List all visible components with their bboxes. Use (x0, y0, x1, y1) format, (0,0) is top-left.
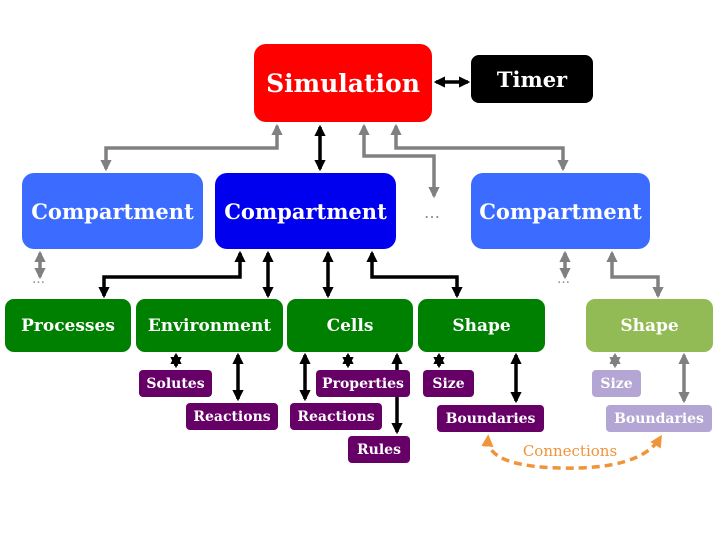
arrow-compartment-shape-right (606, 250, 664, 299)
connections-label: Connections (522, 442, 618, 460)
boundaries-node: Boundaries (437, 405, 544, 432)
compartment-left-node: Compartment (22, 173, 203, 249)
processes-node: Processes (5, 299, 131, 352)
rules-node: Rules (348, 436, 410, 463)
cells-node: Cells (287, 299, 413, 352)
timer-node: Timer (471, 55, 593, 103)
properties-node: Properties (316, 370, 410, 397)
arrow-simulation-compartment-left (100, 123, 283, 172)
solutes-node: Solutes (139, 370, 212, 397)
arrow-simulation-compartment-right (390, 123, 569, 172)
size-node: Size (423, 370, 474, 397)
ellipsis-middle: … (424, 203, 440, 222)
boundaries-right-node: Boundaries (606, 405, 712, 432)
arrow-compartment-shape (366, 250, 463, 299)
shape-node: Shape (418, 299, 545, 352)
ellipsis-right: … (557, 272, 570, 287)
arrow-compartment-processes (98, 250, 246, 299)
connections-arrow (481, 434, 662, 470)
simulation-node: Simulation (254, 44, 432, 122)
compartment-right-node: Compartment (471, 173, 650, 249)
ellipsis-left: … (32, 272, 45, 287)
size-right-node: Size (592, 370, 641, 397)
environment-node: Environment (136, 299, 283, 352)
environment-reactions-node: Reactions (186, 403, 278, 430)
compartment-center-node: Compartment (215, 173, 396, 249)
cell-reactions-node: Reactions (290, 403, 382, 430)
shape-right-node: Shape (586, 299, 713, 352)
